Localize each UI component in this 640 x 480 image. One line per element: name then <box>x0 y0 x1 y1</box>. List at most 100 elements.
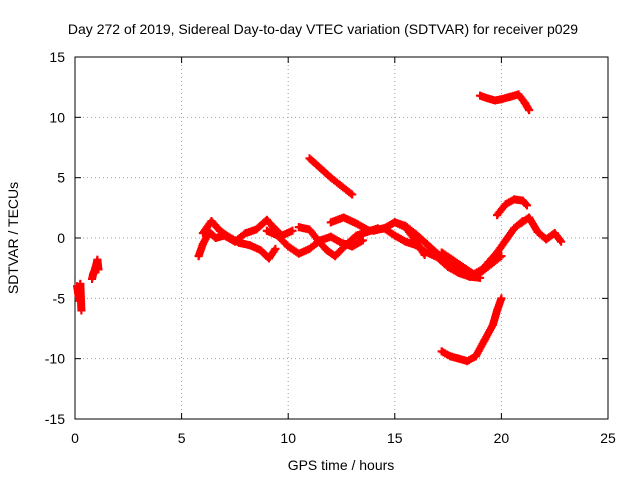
data-point <box>497 95 506 104</box>
series-trace <box>437 294 506 366</box>
data-point <box>491 96 500 105</box>
data-point <box>271 244 280 253</box>
data-point <box>525 213 534 222</box>
data-point <box>493 248 502 257</box>
data-point <box>262 215 271 224</box>
data-point <box>88 275 97 284</box>
data-point <box>482 94 491 103</box>
data-point <box>341 241 350 250</box>
data-point <box>94 265 103 274</box>
data-point <box>437 248 446 257</box>
series-arc-14 <box>516 213 566 246</box>
data-point <box>422 248 431 257</box>
data-point <box>401 237 410 246</box>
x-tick-label: 5 <box>178 430 186 446</box>
data-point <box>294 223 303 232</box>
data-point <box>215 226 224 235</box>
data-point <box>305 244 314 253</box>
series-arc-15 <box>476 90 534 115</box>
data-point <box>459 262 468 271</box>
data-point <box>326 173 335 182</box>
data-point <box>501 200 510 209</box>
data-point <box>284 242 293 251</box>
data-point <box>326 232 335 241</box>
data-point <box>294 249 303 258</box>
data-point <box>505 92 514 101</box>
data-point <box>469 270 478 279</box>
data-point <box>74 289 83 298</box>
x-tick-label: 10 <box>280 430 296 446</box>
data-point <box>265 254 274 263</box>
data-point <box>476 91 485 100</box>
data-point <box>542 235 551 244</box>
data-point <box>493 211 502 220</box>
data-point <box>501 236 510 245</box>
data-point <box>211 234 220 242</box>
x-tick-label: 20 <box>494 430 510 446</box>
data-point <box>288 226 297 235</box>
data-point <box>550 229 559 238</box>
series-arc-13 <box>493 195 531 220</box>
series-arc-4 <box>198 217 280 263</box>
data-point <box>337 182 346 191</box>
data-point <box>463 357 472 366</box>
data-point <box>454 266 463 275</box>
y-tick-label: 5 <box>57 170 65 186</box>
series-arc-9 <box>369 224 506 281</box>
data-point <box>352 219 361 228</box>
data-point <box>471 352 480 361</box>
data-point <box>510 195 519 204</box>
data-point <box>256 246 265 255</box>
data-point <box>493 306 502 315</box>
y-tick-label: 15 <box>49 49 65 65</box>
x-tick-label: 0 <box>71 430 79 446</box>
data-point <box>514 90 523 99</box>
data-point <box>198 240 207 249</box>
data-point <box>194 252 203 261</box>
series-arc-1 <box>73 279 86 315</box>
y-tick-label: -10 <box>45 351 65 367</box>
data-point <box>390 218 399 227</box>
data-point <box>352 231 361 240</box>
data-point <box>348 190 357 199</box>
data-point <box>235 238 244 247</box>
data-point <box>478 265 487 274</box>
x-axis-label: GPS time / hours <box>288 457 395 473</box>
data-point <box>269 223 278 232</box>
data-point <box>358 236 367 245</box>
data-point <box>75 296 84 305</box>
data-point <box>497 252 506 261</box>
data-point <box>557 237 566 246</box>
data-point <box>480 336 489 345</box>
data-point <box>533 227 542 236</box>
y-axis-label: SDTVAR / TECUs <box>5 182 21 294</box>
data-point <box>93 255 102 264</box>
data-point <box>316 164 325 173</box>
data-point <box>516 219 525 228</box>
data-point <box>305 154 314 163</box>
data-point <box>77 306 86 315</box>
data-point <box>245 241 254 250</box>
data-point <box>224 232 233 241</box>
data-point <box>241 229 250 238</box>
x-tick-label: 15 <box>387 430 403 446</box>
data-point <box>497 294 506 303</box>
y-tick-label: -15 <box>45 411 65 427</box>
data-point <box>314 236 323 245</box>
data-point <box>76 279 85 288</box>
data-point <box>510 224 519 233</box>
data-point <box>92 260 101 269</box>
grid <box>75 57 608 419</box>
data-point <box>322 246 331 255</box>
data-marks <box>73 90 566 366</box>
data-point <box>262 226 271 235</box>
chart-title: Day 272 of 2019, Sidereal Day-to-day VTE… <box>68 21 578 37</box>
data-point <box>422 240 431 249</box>
data-point <box>207 217 216 226</box>
y-tick-label: 10 <box>49 109 65 125</box>
data-point <box>339 213 348 222</box>
y-tick-label: 0 <box>57 230 65 246</box>
data-point <box>412 241 421 250</box>
data-point <box>454 354 463 363</box>
